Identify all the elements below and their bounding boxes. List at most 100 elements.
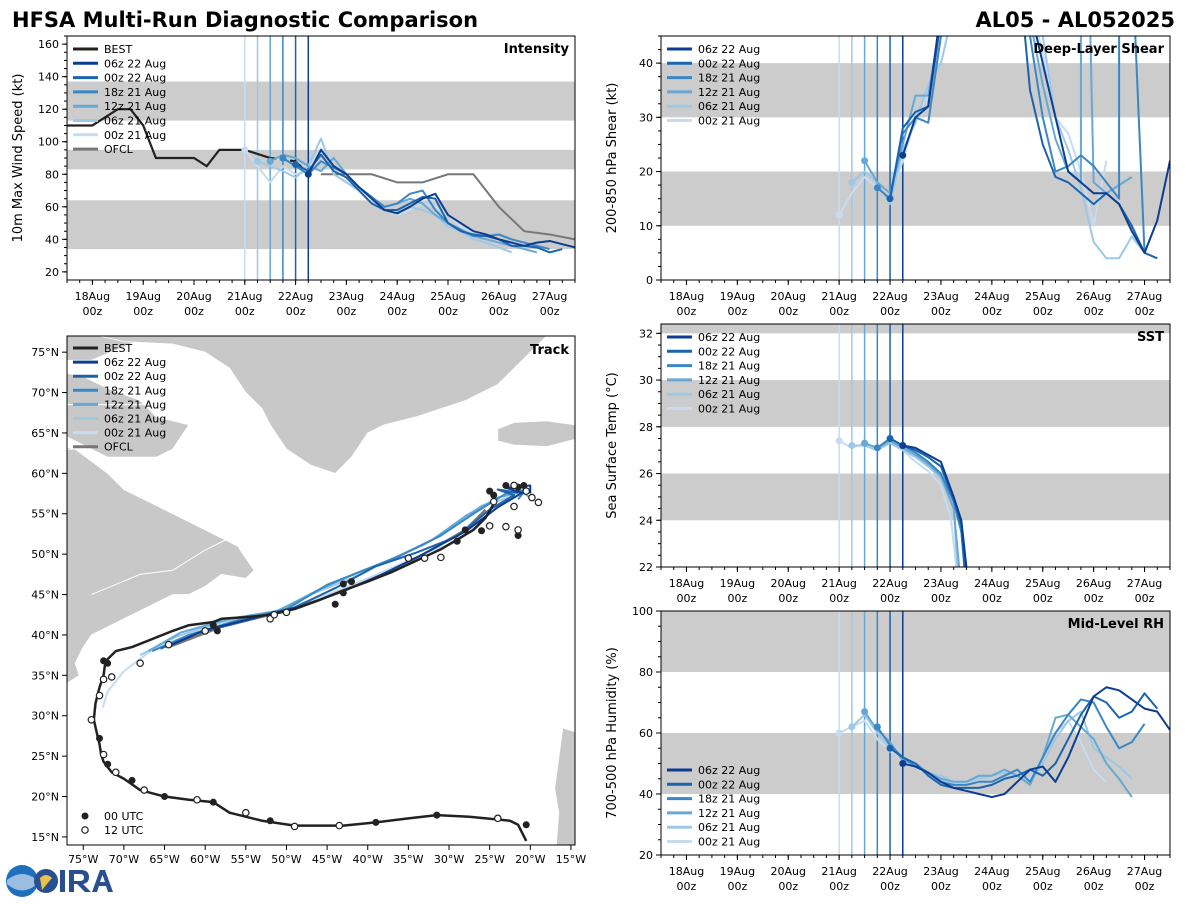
legend-label: 18z 21 Aug	[698, 793, 760, 806]
y-tick-label: 100	[38, 136, 59, 149]
x-tick-label: 00z	[235, 305, 255, 318]
cira-letter-r-icon	[69, 870, 91, 892]
x-tick-label: 00z	[489, 305, 509, 318]
intensity-plot-area	[67, 36, 575, 280]
x-tick-label: 23Aug	[923, 577, 958, 590]
best-point-00utc	[502, 481, 510, 489]
lat-tick-label: 50°N	[31, 548, 59, 561]
lon-tick-label: 55°W	[231, 853, 261, 866]
y-tick-label: 60	[45, 201, 59, 214]
x-tick-label: 00z	[1084, 592, 1104, 605]
x-tick-label: 00z	[1084, 305, 1104, 318]
best-point-12utc	[99, 750, 108, 759]
series-line	[838, 36, 1108, 227]
legend-label: 00z 21 Aug	[104, 129, 166, 142]
sst-panel-title: SST	[1137, 330, 1164, 345]
y-tick-label: 80	[45, 168, 59, 181]
best-point-12utc	[140, 786, 149, 794]
track-panel-title: Track	[530, 343, 569, 358]
x-tick-label: 27Aug	[1127, 290, 1162, 303]
x-tick-label: 20Aug	[771, 290, 806, 303]
lon-tick-label: 75°W	[68, 853, 98, 866]
x-tick-label: 00z	[880, 880, 900, 893]
init-point	[835, 211, 843, 219]
marker-legend-label: 12 UTC	[104, 824, 144, 837]
lon-tick-label: 45°W	[312, 853, 342, 866]
y-tick-label: 0	[646, 274, 653, 287]
best-point-00utc	[453, 537, 461, 545]
x-tick-label: 22Aug	[872, 577, 907, 590]
y-tick-label: 100	[632, 605, 653, 618]
legend-label: 00z 22 Aug	[104, 72, 166, 85]
legend-label: 00z 21 Aug	[698, 115, 760, 128]
best-point-00utc	[520, 481, 528, 489]
legend-label: 00z 22 Aug	[698, 345, 760, 358]
x-tick-label: 19Aug	[720, 577, 755, 590]
lat-tick-label: 75°N	[31, 346, 59, 359]
init-point	[899, 151, 907, 159]
best-point-00utc	[461, 526, 469, 534]
legend-label: 06z 22 Aug	[104, 57, 166, 70]
series-line	[851, 36, 1146, 260]
x-tick-label: 27Aug	[1127, 865, 1162, 878]
lat-tick-label: 30°N	[31, 710, 59, 723]
legend-label: 00z 21 Aug	[698, 836, 760, 849]
lat-tick-label: 60°N	[31, 467, 59, 480]
init-point	[835, 729, 843, 737]
best-point-12utc	[107, 673, 116, 681]
threshold-band	[661, 611, 1170, 672]
best-point-12utc	[242, 808, 250, 817]
legend-label: OFCL	[104, 143, 134, 156]
best-point-00utc	[331, 600, 339, 608]
best-point-12utc	[493, 814, 502, 823]
best-point-12utc	[485, 522, 494, 530]
x-tick-label: 19Aug	[125, 290, 160, 303]
best-point-12utc	[489, 497, 498, 506]
init-point	[873, 723, 881, 731]
init-point	[899, 442, 907, 449]
best-track-line	[67, 108, 271, 168]
best-point-00utc	[339, 580, 347, 588]
lat-tick-label: 35°N	[31, 669, 59, 682]
best-point-12utc	[282, 608, 291, 617]
shear-panel-title: Deep-Layer Shear	[1033, 42, 1164, 57]
init-point	[848, 178, 856, 186]
lat-tick-label: 55°N	[31, 508, 59, 521]
best-point-12utc	[514, 526, 522, 534]
x-tick-label: 18Aug	[669, 290, 704, 303]
threshold-band	[661, 171, 1170, 226]
legend-label: 18z 21 Aug	[104, 384, 166, 397]
rh-y-axis-label: 700-500 hPa Humidity (%)	[605, 647, 620, 819]
init-point	[835, 437, 843, 445]
rh-panel-title: Mid-Level RH	[1068, 617, 1164, 632]
best-point-12utc	[111, 768, 120, 777]
series-line	[295, 153, 563, 254]
best-point-00utc	[347, 578, 355, 586]
init-point	[886, 744, 894, 752]
threshold-band	[661, 473, 1170, 521]
init-point	[254, 157, 261, 165]
legend-label: 18z 21 Aug	[698, 360, 760, 373]
init-point	[861, 708, 869, 716]
x-tick-label: 00z	[1033, 880, 1053, 893]
marker-legend-filled-icon	[81, 812, 89, 820]
y-tick-label: 30	[639, 374, 653, 387]
x-tick-label: 00z	[133, 305, 153, 318]
legend-label: 06z 22 Aug	[698, 43, 760, 56]
best-point-12utc	[510, 502, 518, 511]
x-tick-label: 00z	[1033, 592, 1053, 605]
x-tick-label: 21Aug	[227, 290, 262, 303]
x-tick-label: 22Aug	[278, 290, 313, 303]
x-tick-label: 00z	[677, 592, 697, 605]
noaa-wave-icon	[7, 874, 37, 891]
init-point	[292, 161, 300, 169]
x-tick-label: 27Aug	[532, 290, 567, 303]
legend-label: 06z 22 Aug	[698, 331, 760, 344]
best-point-12utc	[136, 659, 144, 668]
lon-tick-label: 65°W	[149, 853, 179, 866]
best-point-00utc	[104, 659, 112, 667]
x-tick-label: 20Aug	[771, 577, 806, 590]
legend-label: 12z 21 Aug	[104, 398, 166, 411]
x-tick-label: 00z	[1135, 592, 1155, 605]
init-point	[304, 170, 312, 178]
